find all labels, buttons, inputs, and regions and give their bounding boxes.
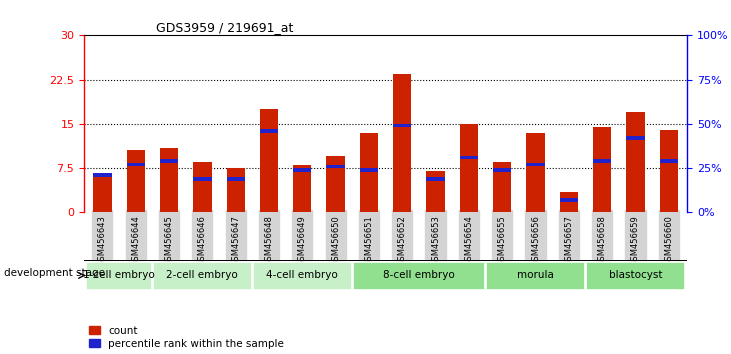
Bar	[94, 174, 112, 212]
Bar	[393, 74, 412, 212]
Bar	[593, 127, 611, 212]
Bar	[526, 133, 545, 212]
Bar	[360, 133, 378, 212]
Legend: count, percentile rank within the sample: count, percentile rank within the sample	[89, 326, 284, 349]
Bar	[353, 262, 485, 290]
Bar	[659, 130, 678, 212]
Text: 4-cell embryo: 4-cell embryo	[266, 270, 338, 280]
Text: 8-cell embryo: 8-cell embryo	[383, 270, 455, 280]
Text: morula: morula	[517, 270, 554, 280]
Bar	[160, 148, 178, 212]
Bar	[560, 198, 578, 202]
Bar	[160, 159, 178, 163]
Bar	[486, 262, 585, 290]
Text: development stage: development stage	[4, 268, 105, 278]
Bar	[193, 177, 211, 181]
Bar	[626, 112, 645, 212]
Bar	[659, 159, 678, 163]
Bar	[227, 177, 245, 181]
Bar	[260, 129, 279, 133]
Bar	[593, 159, 611, 163]
Bar	[126, 150, 145, 212]
Bar	[626, 136, 645, 140]
Text: 1-cell embryo: 1-cell embryo	[83, 270, 155, 280]
Bar	[327, 156, 345, 212]
Bar	[426, 171, 444, 212]
Bar	[526, 163, 545, 166]
Bar	[260, 109, 279, 212]
Bar	[293, 168, 311, 172]
Bar	[493, 168, 512, 172]
Bar	[193, 162, 211, 212]
Bar	[426, 177, 444, 181]
Bar	[393, 124, 412, 127]
Bar	[327, 165, 345, 168]
Bar	[460, 156, 478, 159]
Bar	[86, 262, 152, 290]
Bar	[493, 162, 512, 212]
Bar	[227, 168, 245, 212]
Text: 2-cell embryo: 2-cell embryo	[167, 270, 238, 280]
Bar	[126, 163, 145, 166]
Bar	[460, 124, 478, 212]
Bar	[153, 262, 251, 290]
Bar	[360, 168, 378, 172]
Bar	[293, 165, 311, 212]
Bar	[560, 192, 578, 212]
Bar	[586, 262, 685, 290]
Bar	[94, 173, 112, 177]
Bar	[253, 262, 352, 290]
Text: GDS3959 / 219691_at: GDS3959 / 219691_at	[156, 21, 294, 34]
Text: blastocyst: blastocyst	[609, 270, 662, 280]
